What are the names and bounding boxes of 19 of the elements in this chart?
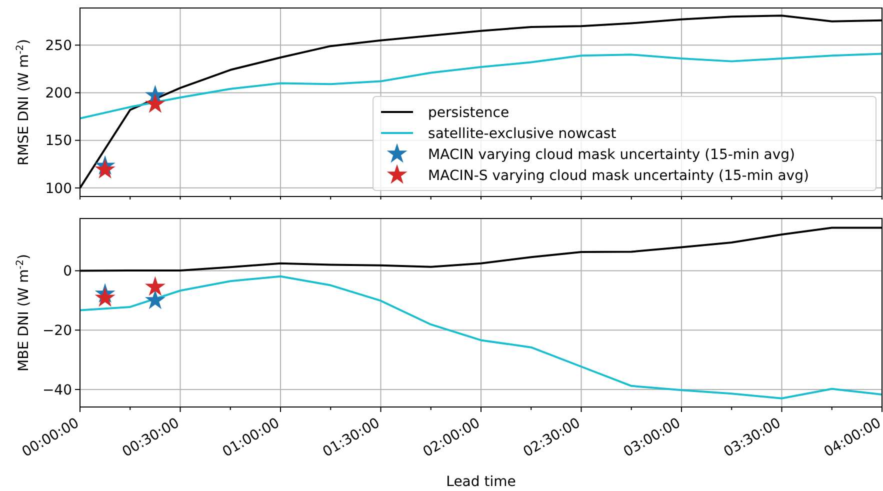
y-tick-label: 250 xyxy=(45,38,72,54)
point xyxy=(144,276,166,296)
y-tick-label: 150 xyxy=(45,133,72,150)
legend-label: MACIN-S varying cloud mask uncertainty (15-min avg) xyxy=(428,168,809,184)
point xyxy=(144,290,166,310)
legend-label: persistence xyxy=(428,104,510,121)
y-tick-label: 100 xyxy=(45,180,72,197)
line-series xyxy=(80,52,882,120)
point xyxy=(94,287,116,307)
point xyxy=(94,159,116,179)
y-tick-label: −40 xyxy=(42,382,72,398)
point xyxy=(144,93,166,113)
x-axis-title: Lead time xyxy=(446,474,516,490)
legend-label: MACIN varying cloud mask uncertainty (15-min avg) xyxy=(428,146,795,163)
line-series xyxy=(80,275,882,400)
legend-label: satellite-exclusive nowcast xyxy=(428,126,617,142)
y-tick-label: −20 xyxy=(42,323,72,340)
y-tick-label: 0 xyxy=(63,264,72,280)
y-tick-label: 200 xyxy=(45,86,72,102)
